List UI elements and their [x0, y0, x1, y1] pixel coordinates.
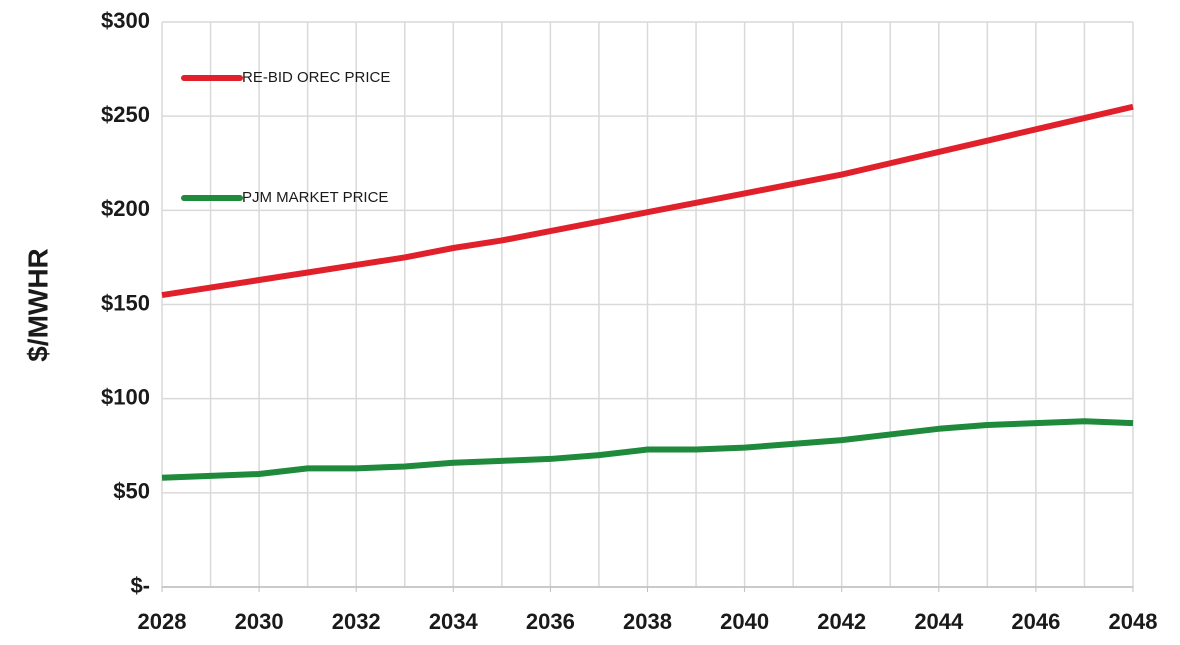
x-tick-label: 2040	[720, 609, 769, 634]
x-tick-label: 2044	[914, 609, 964, 634]
x-tick-label: 2038	[623, 609, 672, 634]
y-tick-label: $300	[101, 8, 150, 33]
y-tick-label: $-	[130, 573, 150, 598]
y-tick-label: $200	[101, 196, 150, 221]
x-tick-label: 2048	[1109, 609, 1158, 634]
line-series	[161, 418, 1134, 481]
x-tick-label: 2030	[235, 609, 284, 634]
y-axis-title: $/MWHR	[22, 248, 53, 362]
x-tick-label: 2034	[429, 609, 479, 634]
legend-label: RE-BID OREC PRICE	[242, 69, 390, 86]
line-series	[161, 103, 1134, 299]
x-tick-label: 2028	[138, 609, 187, 634]
y-tick-label: $150	[101, 290, 150, 315]
y-tick-label: $250	[101, 102, 150, 127]
x-tick-label: 2042	[817, 609, 866, 634]
y-tick-label: $100	[101, 384, 150, 409]
x-tick-label: 2036	[526, 609, 575, 634]
x-tick-label: 2032	[332, 609, 381, 634]
y-tick-label: $50	[113, 479, 150, 504]
legend-label: PJM MARKET PRICE	[242, 189, 388, 206]
x-tick-label: 2046	[1011, 609, 1060, 634]
